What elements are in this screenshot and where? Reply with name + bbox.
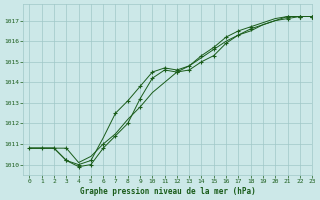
X-axis label: Graphe pression niveau de la mer (hPa): Graphe pression niveau de la mer (hPa) (80, 187, 256, 196)
